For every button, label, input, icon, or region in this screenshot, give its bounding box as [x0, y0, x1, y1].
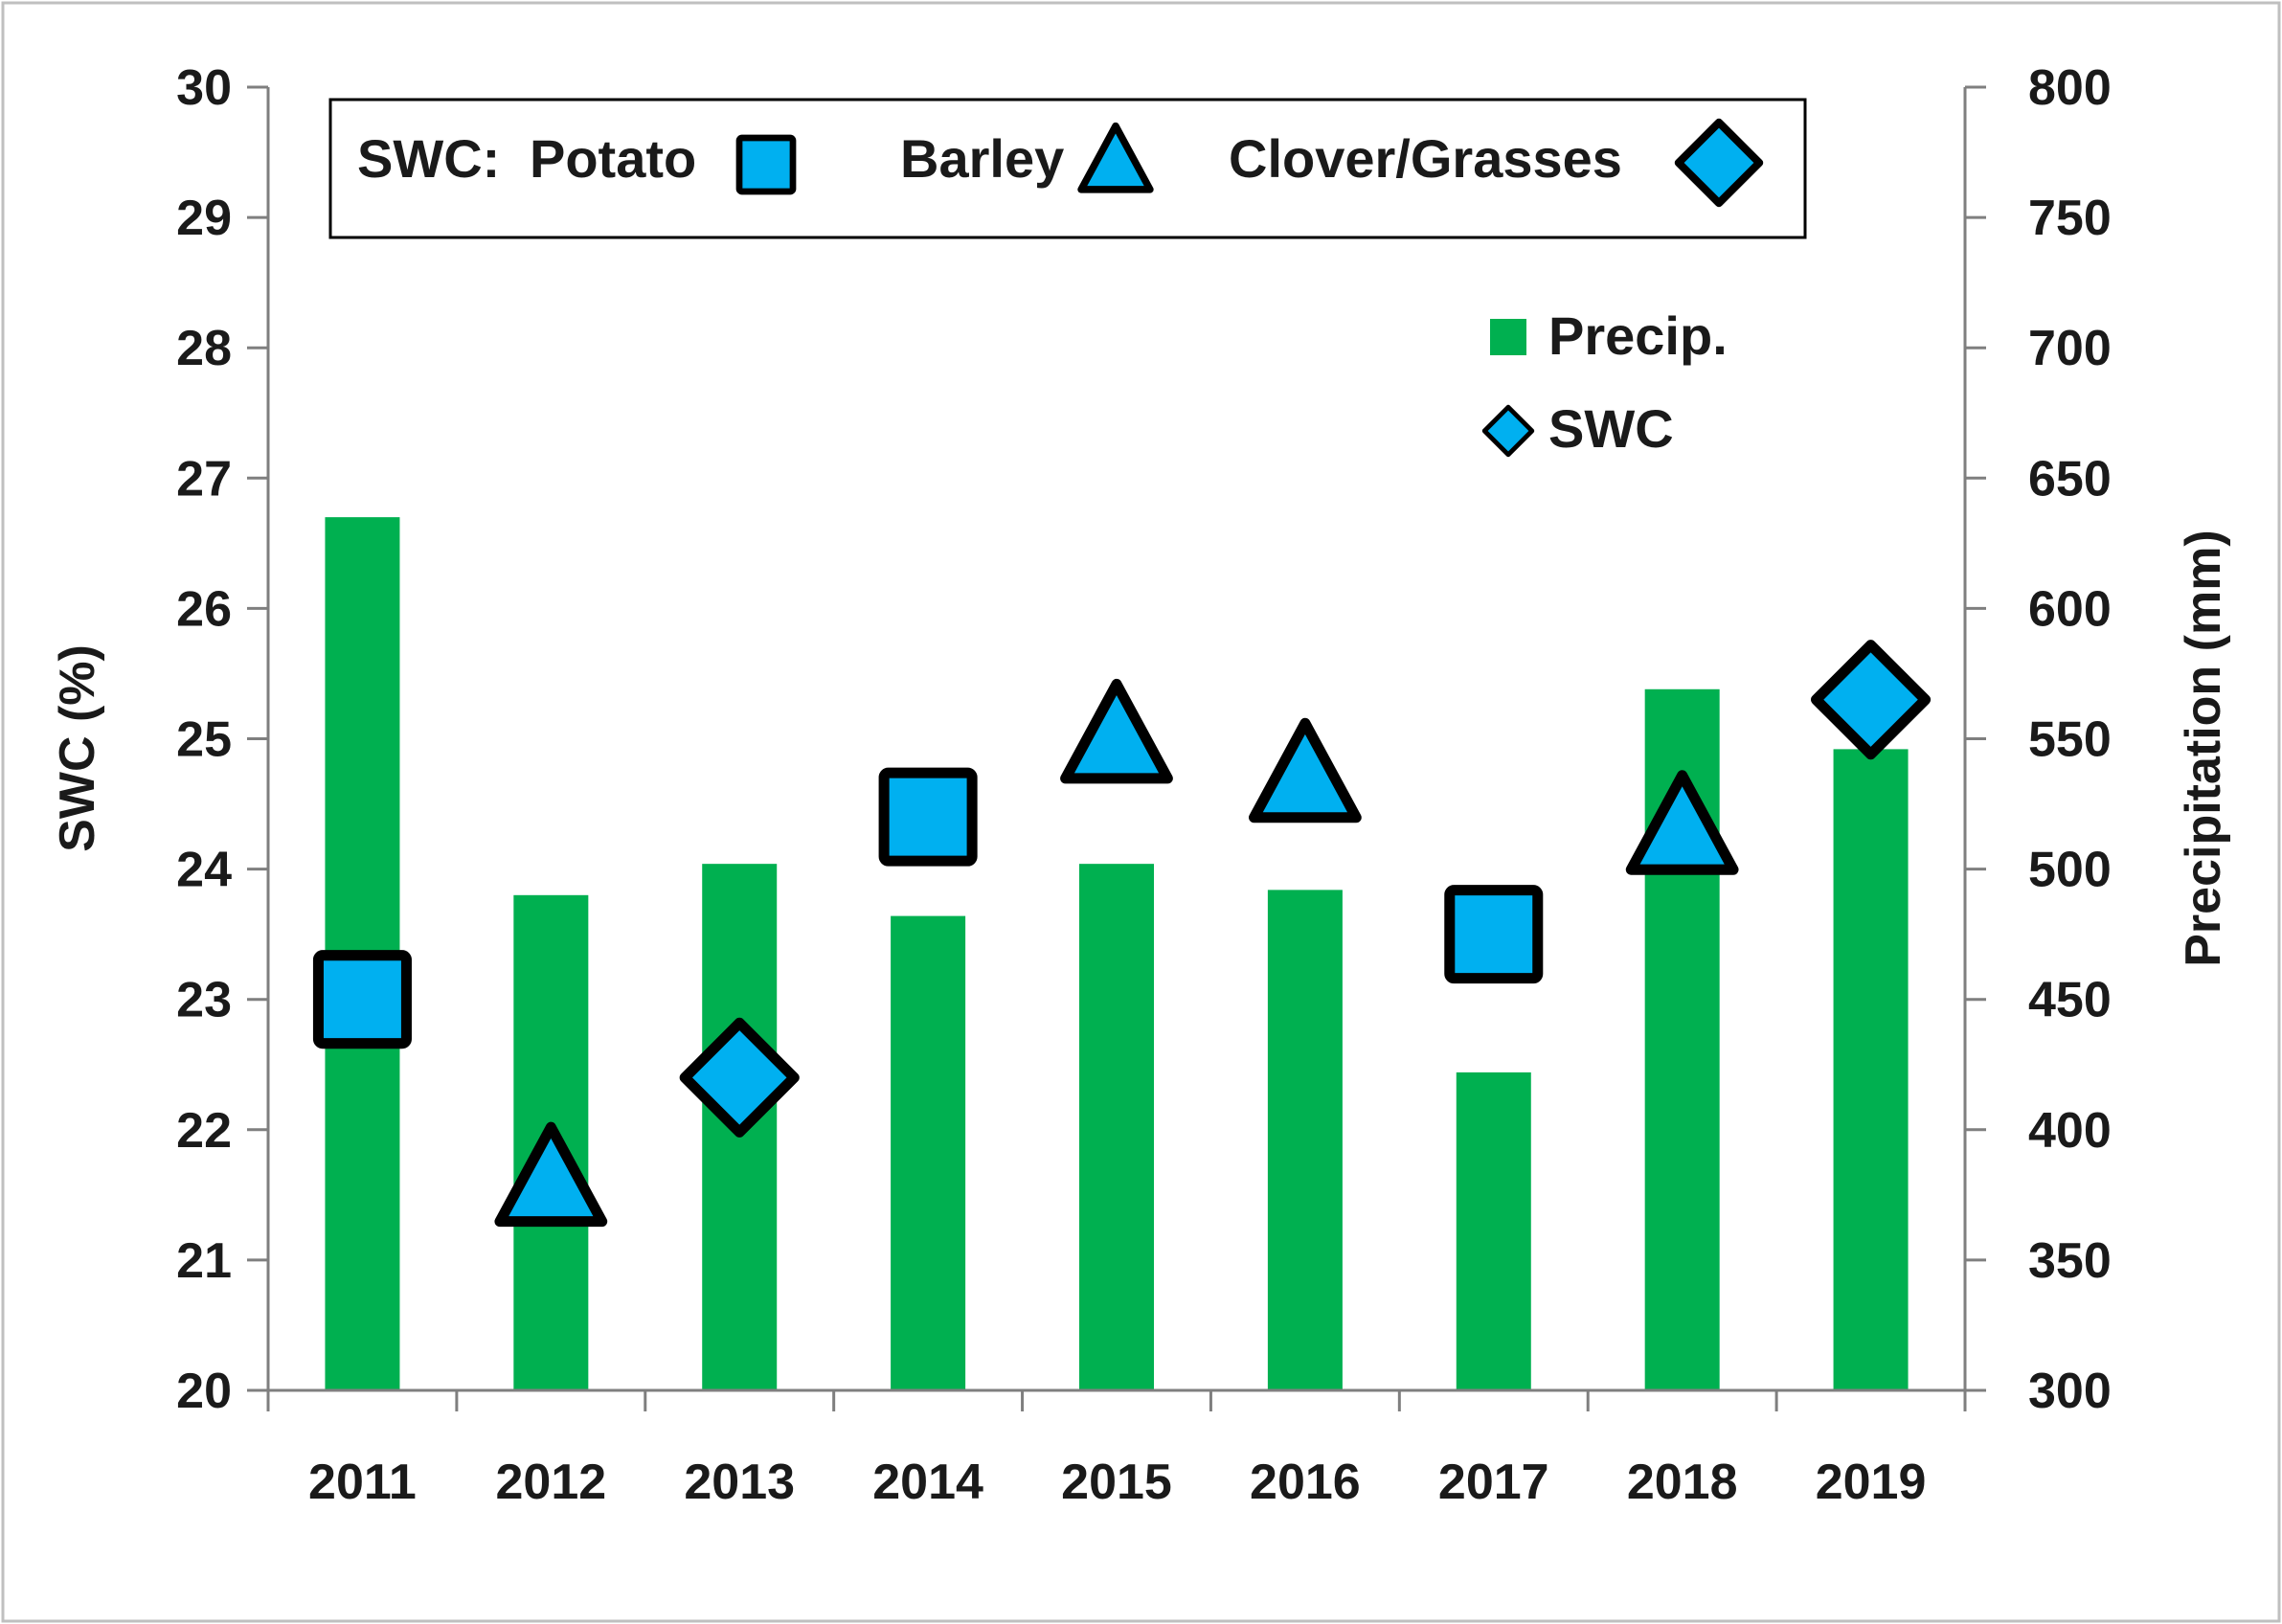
legend-swc-diamond-icon [1481, 404, 1535, 458]
precip-bar-2016 [1267, 890, 1343, 1390]
x-tick-label: 2019 [1816, 1455, 1927, 1510]
legend-prefix: SWC: [357, 128, 500, 189]
right-axis-title: Precipitation (mm) [2176, 530, 2231, 967]
x-tick-label: 2013 [684, 1455, 795, 1510]
left-tick-label: 29 [176, 191, 232, 246]
left-tick-label: 22 [176, 1103, 232, 1159]
x-tick-label: 2018 [1627, 1455, 1738, 1510]
swc-marker-2017 [1444, 885, 1544, 984]
left-tick-label: 20 [176, 1364, 232, 1419]
legend-diamond-icon [1674, 118, 1764, 208]
left-tick-label: 24 [176, 843, 232, 898]
right-tick-label: 700 [2028, 321, 2112, 376]
right-tick-label: 800 [2028, 60, 2112, 116]
x-tick-label: 2015 [1061, 1455, 1172, 1510]
precip-bar-2014 [891, 915, 966, 1390]
legend-triangle-icon [1077, 122, 1154, 193]
left-tick-label: 23 [176, 973, 232, 1028]
left-tick-label: 25 [176, 712, 232, 768]
legend-label-potato: Potato [530, 128, 696, 189]
legend-label-barley: Barley [900, 128, 1064, 189]
right-tick-label: 300 [2028, 1364, 2112, 1419]
legend-label-swc: SWC [1548, 398, 1674, 459]
left-tick-label: 28 [176, 321, 232, 376]
x-tick-label: 2017 [1438, 1455, 1549, 1510]
right-tick-label: 500 [2028, 843, 2112, 898]
swc-marker-2018 [1625, 770, 1739, 875]
swc-marker-2019 [1810, 640, 1932, 760]
precip-bar-2019 [1833, 749, 1909, 1390]
left-tick-label: 30 [176, 60, 232, 116]
swc-marker-2012 [494, 1121, 608, 1228]
left-tick-label: 21 [176, 1233, 232, 1289]
x-tick-label: 2016 [1250, 1455, 1361, 1510]
legend-box [328, 98, 1807, 239]
precip-bar-2015 [1079, 864, 1154, 1390]
legend-label-clover: Clover/Grasses [1229, 128, 1622, 189]
swc-marker-2016 [1249, 717, 1362, 823]
right-tick-label: 650 [2028, 451, 2112, 507]
right-tick-label: 600 [2028, 581, 2112, 637]
precip-bar-2017 [1456, 1071, 1531, 1390]
swc-marker-2011 [312, 950, 412, 1049]
right-tick-label: 550 [2028, 712, 2112, 768]
right-tick-label: 750 [2028, 191, 2112, 246]
x-tick-label: 2012 [495, 1455, 606, 1510]
left-tick-label: 27 [176, 451, 232, 507]
swc-marker-2014 [878, 767, 978, 867]
x-tick-label: 2014 [872, 1455, 983, 1510]
legend-label-precip: Precip. [1548, 305, 1728, 366]
left-tick-label: 26 [176, 581, 232, 637]
right-tick-label: 450 [2028, 973, 2112, 1028]
left-axis-title: SWC (%) [50, 644, 105, 852]
legend-square-icon [735, 134, 797, 195]
swc-marker-2015 [1060, 678, 1173, 784]
swc-marker-2013 [679, 1017, 800, 1138]
legend-bar-icon [1490, 319, 1526, 355]
right-tick-label: 400 [2028, 1103, 2112, 1159]
x-tick-label: 2011 [308, 1455, 417, 1510]
right-tick-label: 350 [2028, 1233, 2112, 1289]
